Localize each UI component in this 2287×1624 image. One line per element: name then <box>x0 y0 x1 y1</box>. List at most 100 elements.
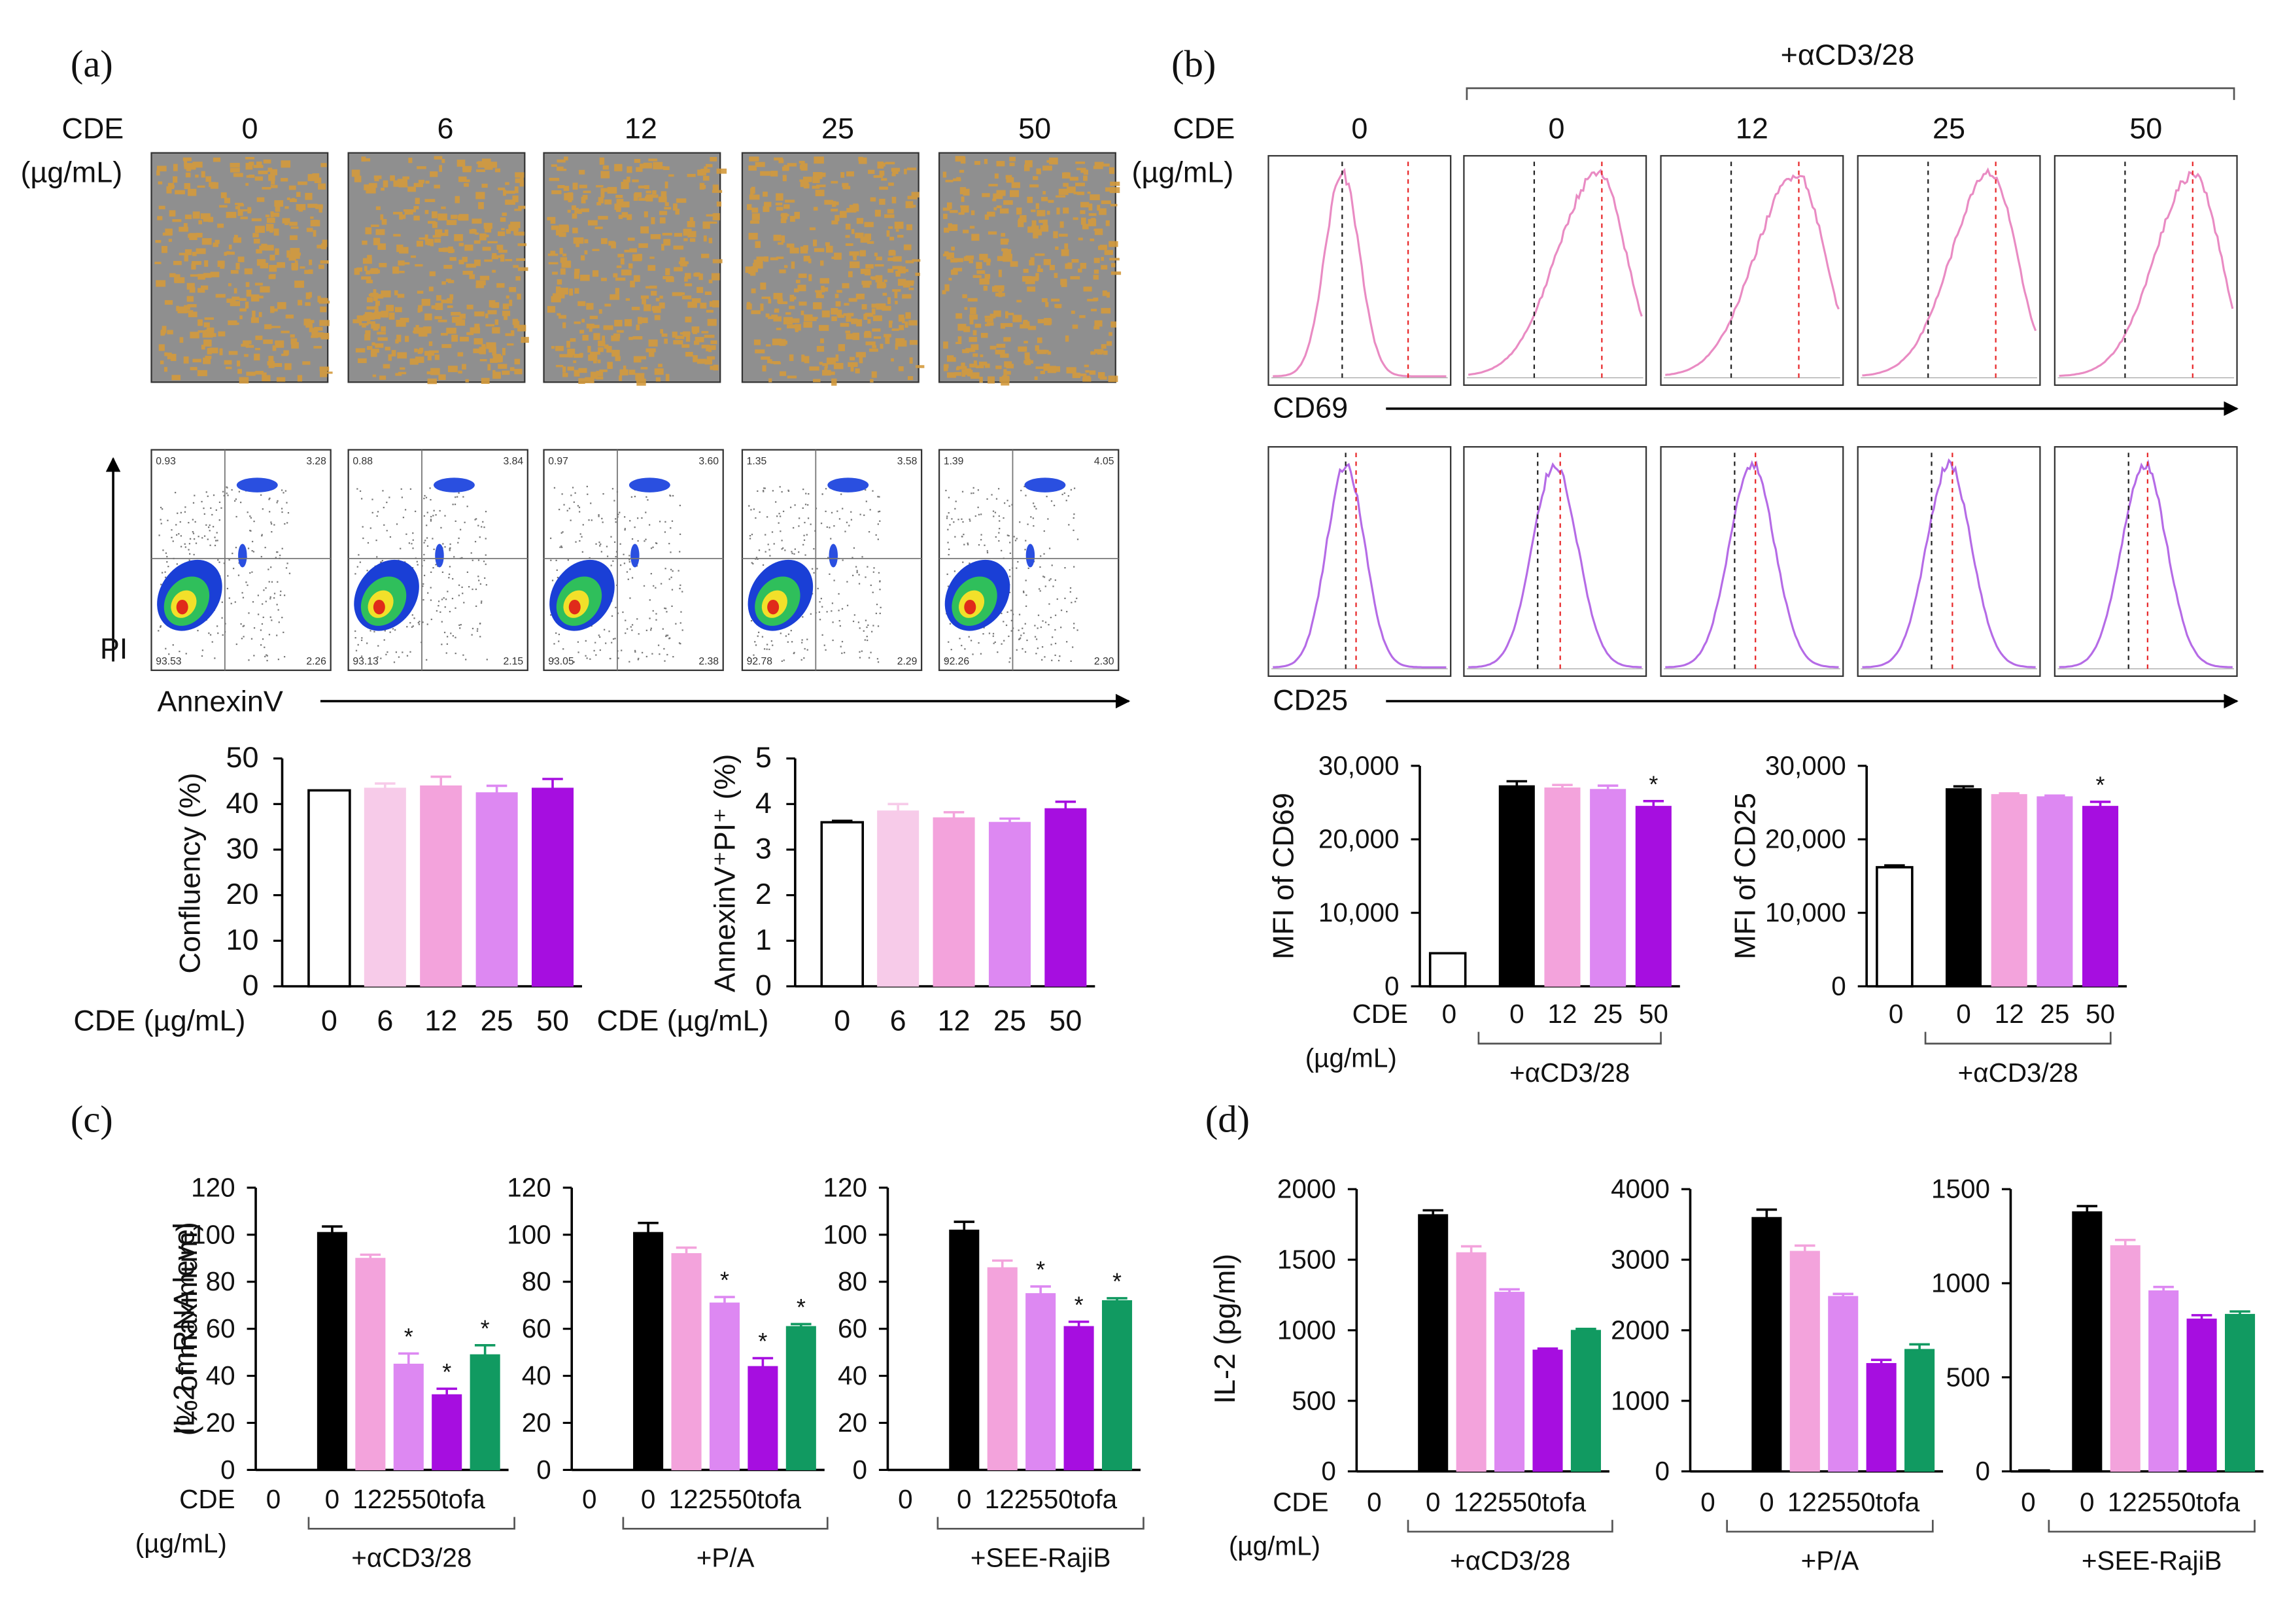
x-category-2: 12 <box>424 1003 457 1037</box>
x-category-4: 50 <box>2086 999 2115 1029</box>
bar-0 <box>820 821 865 988</box>
histogram-frame <box>1463 446 1647 677</box>
y-tick-label: 1500 <box>1931 1174 1990 1204</box>
flow-cluster-late <box>1024 477 1066 492</box>
y-tick-label: 40 <box>226 786 259 820</box>
pi-axis-label: PI <box>100 632 128 665</box>
y-axis-title: IL-2 mRNA level <box>167 1222 201 1435</box>
y-tick-label: 100 <box>191 1219 235 1249</box>
y-tick-label: 20 <box>838 1408 867 1438</box>
histogram-cd69-2 <box>1660 155 1844 386</box>
x-category-1: 0 <box>325 1484 340 1514</box>
bar-3 <box>1828 1296 1859 1472</box>
bar-3 <box>2148 1290 2179 1472</box>
group-bracket <box>937 1517 1144 1530</box>
quadrant-ul: 1.39 <box>944 456 964 467</box>
group-label: +αCD3/28 <box>351 1543 472 1573</box>
y-tick-label: 2000 <box>1277 1174 1336 1204</box>
panel-b-conc-headers: 0 0 12 25 50 <box>1351 111 2162 145</box>
y-tick-label: 80 <box>522 1266 551 1296</box>
flow-plot-2: 0.97 3.60 93.05 2.38 <box>543 449 724 671</box>
histogram-frame <box>1463 155 1647 386</box>
y-tick-label: 80 <box>838 1266 867 1296</box>
flow-plot-0: 0.93 3.28 93.53 2.26 <box>150 449 332 671</box>
x-category-4: 50 <box>536 1003 569 1037</box>
group-bracket <box>1924 1031 2112 1045</box>
panel-b-treatment-bracket <box>1466 87 2235 100</box>
panel-b-conc-4: 50 <box>2129 111 2162 145</box>
micrograph-4 <box>938 152 1122 386</box>
x-axis-title-2: (µg/mL) <box>1229 1531 1320 1561</box>
x-category-4: 50 <box>1639 999 1668 1029</box>
bar-2 <box>420 785 462 987</box>
flow-cluster-early <box>829 544 838 568</box>
y-tick-label: 10,000 <box>1765 897 1846 927</box>
x-category-2: 12 <box>1547 999 1577 1029</box>
x-category-1: 0 <box>1509 999 1524 1029</box>
panel-b-conc-1: 0 <box>1548 111 1564 145</box>
y-tick-label: 20 <box>522 1408 551 1438</box>
x-category-3: 25 <box>1593 999 1623 1029</box>
group-bracket <box>307 1517 515 1530</box>
quadrant-ll: 93.05 <box>548 656 574 667</box>
bar-1 <box>317 1232 347 1470</box>
bar-0 <box>1428 952 1467 988</box>
y-axis-title-2: (% of maximum) <box>170 1222 203 1436</box>
flow-population-core <box>964 599 976 615</box>
panel-b-treatment: +αCD3/28 <box>1781 38 1915 71</box>
chart-mfi-cd25: 0 10,000 20,000 30,000 * 0 0 12 25 50 MFI of CD25 +… <box>1728 750 2127 1088</box>
bar-1 <box>633 1232 664 1470</box>
histogram-curve <box>2059 171 2234 377</box>
bar-1 <box>1498 785 1535 987</box>
x-category-0: 0 <box>834 1003 850 1037</box>
histogram-curve <box>1468 168 1643 376</box>
x-category-3: 25 <box>481 1003 513 1037</box>
x-category-1: 6 <box>377 1003 393 1037</box>
y-tick-label: 10 <box>226 923 259 956</box>
histogram-frame <box>2054 446 2238 677</box>
quadrant-ur: 4.05 <box>1094 456 1114 467</box>
flow-plot-3: 1.35 3.58 92.78 2.29 <box>741 449 923 671</box>
histogram-cd25-2 <box>1660 446 1844 677</box>
significance-star-4: * <box>1649 770 1658 797</box>
bar-1 <box>1751 1217 1782 1472</box>
histogram-cd69-0 <box>1267 155 1452 386</box>
y-tick-label: 50 <box>226 740 259 774</box>
chart-confluency: 0 10 20 30 40 50 0 6 12 25 50 Confluency (%) CDE (µg… <box>73 740 582 1037</box>
y-tick-label: 0 <box>1384 971 1400 1001</box>
chart-il2-mrna-see: 0 20 40 60 80 100 120 * * * 0 0 122550tofa +SEE-RajiB <box>823 1172 1144 1573</box>
group-label: +P/A <box>1801 1546 1859 1576</box>
y-axis-title: AnnexinV⁺PI⁺ (%) <box>708 754 742 993</box>
y-tick-label: 0 <box>243 968 259 1001</box>
histogram-frame <box>1267 155 1452 386</box>
histogram-frame <box>1660 446 1844 677</box>
histogram-frame <box>1857 155 2041 386</box>
micrograph-cells <box>547 156 727 386</box>
y-tick-label: 40 <box>522 1360 551 1391</box>
group-label: +SEE-RajiB <box>971 1543 1111 1573</box>
histogram-cd25-4 <box>2054 446 2238 677</box>
y-tick-label: 5 <box>755 740 772 774</box>
x-category-1: 6 <box>890 1003 906 1037</box>
panel-b-conc-2: 12 <box>1736 111 1768 145</box>
x-category-0: 0 <box>898 1484 913 1514</box>
chart-il2-mrna-pa: 0 20 40 60 80 100 120 * * * 0 0 122550tofa +P/A <box>507 1172 829 1573</box>
x-category-1: 0 <box>2080 1487 2095 1517</box>
y-tick-label: 80 <box>206 1266 235 1296</box>
micrograph-cells <box>745 156 925 386</box>
panel-a-cde-label: CDE <box>61 111 124 145</box>
histogram-curve <box>1665 174 1840 376</box>
quadrant-lr: 2.15 <box>503 656 523 667</box>
chart-il2-protein-acd3: 0 500 1000 1500 2000 0 0 122550tofa IL-2 (pg/ml)… <box>1208 1174 1613 1576</box>
bar-2 <box>1544 787 1581 987</box>
histogram-frame <box>1267 446 1452 677</box>
x-category-1: 0 <box>957 1484 972 1514</box>
quadrant-lr: 2.38 <box>698 656 719 667</box>
significance-star-3: * <box>404 1323 413 1350</box>
group-label: +SEE-RajiB <box>2082 1546 2222 1576</box>
x-category-0: 0 <box>1442 999 1457 1029</box>
x-axis-title: CDE (µg/mL) <box>596 1003 768 1037</box>
histogram-curve <box>1862 458 2036 668</box>
y-tick-label: 0 <box>1655 1456 1670 1486</box>
x-axis-title: CDE <box>179 1484 235 1514</box>
